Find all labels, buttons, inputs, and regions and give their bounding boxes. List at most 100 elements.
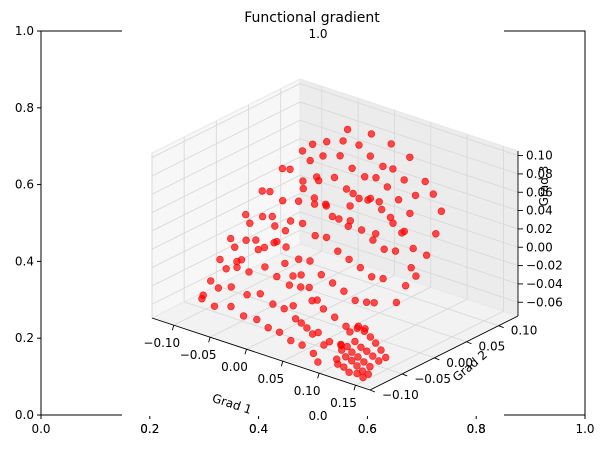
grid-line <box>299 156 519 230</box>
data-point <box>286 217 295 225</box>
data-point <box>252 236 260 244</box>
grad1-axis-line <box>151 317 371 391</box>
data-point <box>308 140 317 149</box>
data-point <box>266 187 274 196</box>
data-point <box>346 202 354 210</box>
data-point <box>354 322 363 330</box>
outer-x-tick-label: 0.2 <box>140 422 159 436</box>
data-point <box>372 230 380 238</box>
data-point <box>310 194 319 202</box>
grid-line <box>209 262 359 338</box>
data-point <box>243 291 251 299</box>
outer-y-tick-label: 0.8 <box>15 101 34 115</box>
data-point <box>372 339 380 347</box>
grid-line <box>299 138 519 212</box>
grad1-tick <box>208 337 211 343</box>
grad1-tick <box>244 349 247 355</box>
data-point <box>411 191 420 200</box>
grad3-tick-label: 0.10 <box>526 149 553 163</box>
data-point <box>268 212 276 221</box>
data-point <box>360 358 368 366</box>
grad1-tick-label: 0.05 <box>257 372 284 386</box>
data-point <box>254 245 262 254</box>
inner-x-tick-label: 0.4 <box>249 422 268 436</box>
data-point <box>323 138 331 146</box>
inner-x-tick-label: 0.2 <box>140 422 159 436</box>
data-point <box>289 272 297 280</box>
data-point <box>297 271 305 279</box>
grad3-tick-label: −0.06 <box>526 295 563 309</box>
data-point <box>258 187 266 195</box>
data-point <box>325 338 334 346</box>
data-point <box>334 247 342 255</box>
data-point <box>299 177 307 185</box>
data-point <box>286 165 294 174</box>
data-point <box>351 337 359 346</box>
data-point <box>334 360 342 368</box>
data-point <box>207 277 215 285</box>
data-point <box>328 279 337 287</box>
data-point <box>383 183 391 191</box>
data-point <box>227 302 235 311</box>
data-point <box>278 164 287 173</box>
data-point <box>298 147 307 155</box>
data-point <box>264 324 272 332</box>
data-point <box>354 353 362 361</box>
data-point <box>437 207 446 215</box>
data-point <box>270 239 278 247</box>
data-point <box>328 212 337 221</box>
data-point <box>379 274 387 283</box>
data-point <box>245 268 253 276</box>
data-point <box>366 363 374 371</box>
grad1-tick <box>171 325 175 331</box>
grid-line <box>151 138 301 213</box>
data-point <box>387 140 395 148</box>
data-point <box>298 219 307 228</box>
data-point <box>400 227 408 236</box>
data-point <box>372 174 380 182</box>
chart-title: Functional gradient <box>244 10 380 26</box>
data-point <box>342 353 350 361</box>
data-point <box>320 341 328 349</box>
data-point <box>379 162 387 171</box>
grad1-tick <box>317 373 320 379</box>
data-point <box>355 194 363 203</box>
data-point <box>348 357 356 365</box>
data-point <box>239 312 248 320</box>
grad3-tick-label: 0.04 <box>526 204 553 218</box>
data-point <box>287 336 295 345</box>
grad2-tick <box>498 325 504 329</box>
grad2-tick <box>466 341 472 345</box>
grad2-ticks: −0.10 −0.05 0.00 0.05 0.10 <box>369 324 538 402</box>
outer-x-tick-label: 0.0 <box>31 422 50 436</box>
data-point <box>340 363 348 371</box>
grad2-tick-label: 0.05 <box>479 340 506 354</box>
data-point <box>340 287 348 295</box>
data-point <box>346 328 354 336</box>
grid-line <box>151 174 301 250</box>
scatter-points <box>198 125 446 382</box>
data-point <box>338 346 346 354</box>
grad2-tick-label: 0.10 <box>511 324 538 338</box>
data-point <box>261 263 269 271</box>
axes3d-axis-lines <box>151 151 519 391</box>
grad2-tick-label: −0.10 <box>382 388 419 402</box>
grad2-tick <box>402 373 408 377</box>
grad3-tick-label: 0.08 <box>526 167 553 181</box>
grid-line <box>151 101 301 177</box>
data-point <box>364 370 372 378</box>
data-point <box>361 173 369 181</box>
data-point <box>306 156 314 165</box>
data-point <box>281 259 289 268</box>
grad2-tick-label: 0.00 <box>446 356 473 370</box>
grad3-tick-label: −0.02 <box>526 259 563 273</box>
data-point <box>349 189 357 198</box>
grid-line <box>299 83 519 157</box>
grad1-tick-label: 0.10 <box>294 384 321 398</box>
data-point <box>345 255 353 264</box>
data-point <box>348 164 356 173</box>
grad1-tick-label: −0.10 <box>143 336 180 350</box>
grad3-tick-label: 0.02 <box>526 222 553 236</box>
data-point <box>260 243 269 252</box>
outer-x-tick-label: 0.4 <box>249 422 268 436</box>
